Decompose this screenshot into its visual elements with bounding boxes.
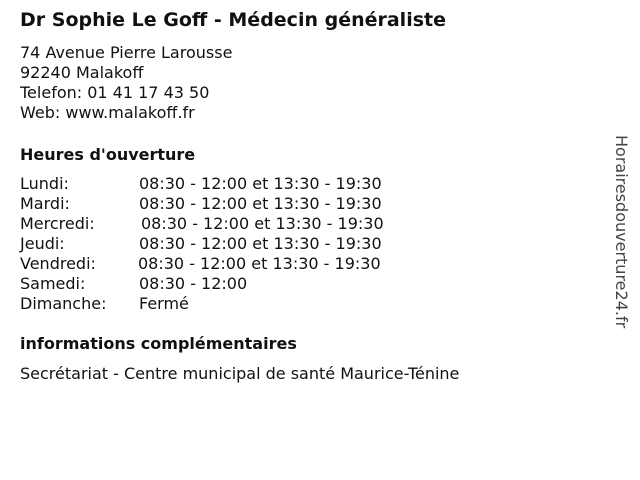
hours-row: Lundi: 08:30 - 12:00 et 13:30 - 19:30 xyxy=(20,174,384,194)
city: 92240 Malakoff xyxy=(20,63,144,82)
hours-heading: Heures d'ouverture xyxy=(20,145,196,164)
street: 74 Avenue Pierre Larousse xyxy=(20,43,233,62)
day-hours: 08:30 - 12:00 et 13:30 - 19:30 xyxy=(139,234,382,253)
day-label: Mercredi: xyxy=(20,214,95,233)
day-hours: 08:30 - 12:00 et 13:30 - 19:30 xyxy=(139,194,382,213)
phone: Telefon: 01 41 17 43 50 xyxy=(20,83,210,102)
hours-table: Lundi: 08:30 - 12:00 et 13:30 - 19:30 Mar… xyxy=(20,174,384,314)
day-label: Lundi: xyxy=(20,174,69,193)
hours-row: Mercredi: 08:30 - 12:00 et 13:30 - 19:30 xyxy=(20,214,384,234)
info-text: Secrétariat - Centre municipal de santé … xyxy=(20,364,460,383)
hours-row: Samedi: 08:30 - 12:00 xyxy=(20,274,384,294)
day-label: Mardi: xyxy=(20,194,70,213)
hours-row: Dimanche: Fermé xyxy=(20,294,384,314)
website: Web: www.malakoff.fr xyxy=(20,103,195,122)
day-hours: 08:30 - 12:00 xyxy=(139,274,248,293)
day-hours: Fermé xyxy=(139,294,189,313)
day-label: Jeudi: xyxy=(20,234,65,253)
day-hours: 08:30 - 12:00 et 13:30 - 19:30 xyxy=(141,214,384,233)
day-label: Samedi: xyxy=(20,274,86,293)
hours-row: Vendredi: 08:30 - 12:00 et 13:30 - 19:30 xyxy=(20,254,384,274)
watermark: Horairesdouverture24.fr xyxy=(612,135,631,329)
page-title: Dr Sophie Le Goff - Médecin généraliste xyxy=(20,9,446,31)
info-heading: informations complémentaires xyxy=(20,334,297,353)
day-label: Vendredi: xyxy=(20,254,96,273)
day-label: Dimanche: xyxy=(20,294,107,313)
hours-row: Jeudi: 08:30 - 12:00 et 13:30 - 19:30 xyxy=(20,234,384,254)
day-hours: 08:30 - 12:00 et 13:30 - 19:30 xyxy=(139,174,382,193)
day-hours: 08:30 - 12:00 et 13:30 - 19:30 xyxy=(138,254,381,273)
address-block: 74 Avenue Pierre Larousse 92240 Malakoff… xyxy=(20,43,232,123)
hours-row: Mardi: 08:30 - 12:00 et 13:30 - 19:30 xyxy=(20,194,384,214)
